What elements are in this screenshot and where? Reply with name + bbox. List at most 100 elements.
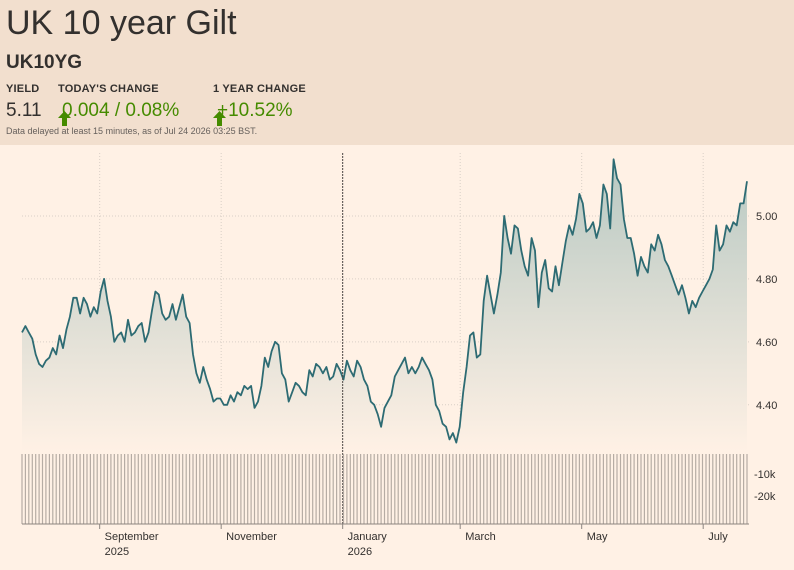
- volume-bar: [472, 454, 474, 524]
- volume-bar: [595, 454, 598, 524]
- volume-bar: [28, 454, 30, 524]
- year-change-label: 1 YEAR CHANGE: [213, 83, 306, 95]
- volume-bar: [483, 454, 485, 524]
- volume-bar: [705, 454, 707, 524]
- quote-header: UK 10 year Gilt UK10YG YIELD 5.11 TODAY'…: [0, 0, 794, 145]
- volume-bar: [619, 454, 622, 524]
- volume-bar: [630, 454, 632, 524]
- volume-bar: [448, 454, 451, 524]
- volume-bar: [599, 454, 601, 524]
- volume-bar: [332, 454, 334, 524]
- volume-bar: [575, 454, 577, 524]
- volume-bar: [342, 454, 345, 524]
- volume-bar: [531, 454, 533, 524]
- volume-bar: [507, 454, 509, 524]
- volume-bar: [325, 454, 327, 524]
- volume-bar: [93, 454, 95, 524]
- volume-bar: [554, 454, 557, 524]
- volume-bar: [411, 454, 413, 524]
- volume-bar: [657, 454, 659, 524]
- volume-bar: [247, 454, 249, 524]
- volume-bar: [565, 454, 567, 524]
- volume-bar: [124, 454, 126, 524]
- volume-bar: [110, 454, 112, 524]
- volume-bar: [489, 454, 492, 524]
- volume-bar: [373, 454, 375, 524]
- volume-bar: [537, 454, 539, 524]
- volume-bar: [414, 454, 416, 524]
- volume-bar: [370, 454, 372, 524]
- volume-bar: [151, 454, 153, 524]
- volume-bar: [407, 454, 409, 524]
- volume-bar: [83, 454, 85, 524]
- volume-bar: [548, 454, 550, 524]
- volume-bar: [551, 454, 553, 524]
- volume-bar: [445, 454, 447, 524]
- volume-bar: [568, 454, 570, 524]
- volume-bar: [654, 454, 656, 524]
- volume-bar: [178, 454, 180, 524]
- volume-bar: [147, 454, 150, 524]
- volume-bar: [421, 454, 423, 524]
- volume-bar: [284, 454, 286, 524]
- volume-bar: [616, 454, 618, 524]
- volume-bar: [585, 454, 587, 524]
- volume-bar: [541, 454, 543, 524]
- volume-bar: [301, 454, 303, 524]
- volume-bar: [435, 454, 437, 524]
- volume-bar: [746, 454, 748, 524]
- volume-bar: [298, 454, 300, 524]
- volume-bar: [353, 454, 355, 524]
- y-axis: 4.40 4.60 4.80 5.00 -10k -20k: [754, 211, 777, 503]
- volume-bar: [637, 454, 639, 524]
- volume-bar: [684, 454, 686, 524]
- volume-bar: [199, 454, 201, 524]
- page-title: UK 10 year Gilt: [6, 4, 237, 42]
- volume-bar: [578, 454, 580, 524]
- todays-change-label: TODAY'S CHANGE: [58, 83, 159, 95]
- x-tick-label: July: [708, 531, 728, 543]
- volume-bar: [212, 454, 215, 524]
- volume-bar: [336, 454, 338, 524]
- volume-bar: [493, 454, 495, 524]
- volume-bar: [377, 454, 379, 524]
- volume-bar: [154, 454, 156, 524]
- volume-tick-label: -10k: [754, 469, 776, 481]
- volume-bar: [572, 454, 574, 524]
- volume-bar: [96, 454, 98, 524]
- volume-bar: [462, 454, 464, 524]
- volume-bar: [712, 454, 714, 524]
- price-chart[interactable]: 4.40 4.60 4.80 5.00 -10k -20k September 2025 No…: [0, 145, 794, 570]
- volume-bar: [524, 454, 526, 524]
- volume-bar: [189, 454, 191, 524]
- volume-bar: [455, 454, 457, 524]
- volume-bar: [76, 454, 78, 524]
- volume-bar: [390, 454, 392, 524]
- x-axis: September 2025 November January 2026 March May…: [99, 524, 728, 558]
- volume-bar: [681, 454, 683, 524]
- volume-bar: [743, 454, 745, 524]
- volume-bar: [236, 454, 238, 524]
- volume-bar: [520, 454, 522, 524]
- volume-bar: [643, 454, 645, 524]
- volume-bar: [715, 454, 717, 524]
- volume-bar: [459, 454, 461, 524]
- volume-bar: [137, 454, 139, 524]
- volume-bar: [582, 454, 584, 524]
- volume-bar: [165, 454, 167, 524]
- volume-bar: [219, 454, 221, 524]
- volume-bar: [171, 454, 174, 524]
- volume-bar: [558, 454, 560, 524]
- delay-note: Data delayed at least 15 minutes, as of …: [6, 126, 258, 136]
- volume-bar: [476, 454, 478, 524]
- x-tick-sublabel: 2025: [105, 546, 129, 558]
- volume-bar: [62, 454, 64, 524]
- volume-bar: [308, 454, 310, 524]
- yield-value: 5.11: [6, 100, 42, 121]
- volume-bars: [21, 454, 749, 525]
- volume-bar: [38, 454, 40, 524]
- yield-label: YIELD: [6, 83, 40, 95]
- volume-bar: [640, 454, 642, 524]
- series-area: [22, 159, 747, 453]
- volume-bar: [527, 454, 529, 524]
